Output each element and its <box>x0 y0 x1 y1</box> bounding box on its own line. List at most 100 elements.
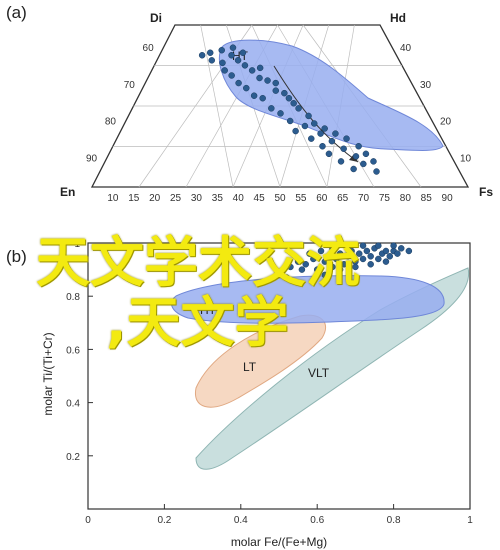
panel-label-a: (a) <box>6 3 27 22</box>
scatter-data-point <box>352 263 359 271</box>
ternary-data-point <box>328 137 336 145</box>
ternary-data-point <box>248 67 256 74</box>
bottom-edge-tick: 10 <box>107 193 119 204</box>
scatter-data-point <box>375 255 382 263</box>
ternary-data-point <box>281 89 288 97</box>
scatter-data-point <box>321 271 329 279</box>
x-tick-label: 0.6 <box>310 515 324 526</box>
scatter-data-point <box>313 266 321 273</box>
corner-label-en: En <box>60 185 75 199</box>
ht-field <box>171 275 445 324</box>
y-axis-label: molar Ti/(Ti+Cr) <box>41 332 55 415</box>
scatter-data-point <box>375 242 382 249</box>
ternary-data-point <box>350 165 357 173</box>
scatter-data-point <box>340 261 348 268</box>
scatter-data-point <box>359 255 367 263</box>
bottom-edge-tick: 85 <box>421 193 433 204</box>
scatter-points <box>275 242 413 281</box>
y-tick-label: 0.2 <box>66 452 80 463</box>
scatter-data-point <box>344 253 352 260</box>
ternary-data-point <box>340 145 347 153</box>
scatter-data-point <box>321 258 329 265</box>
ternary-data-point <box>208 57 216 64</box>
y-tick-label: 0.4 <box>66 399 80 410</box>
left-edge-tick: 80 <box>105 117 117 128</box>
ternary-data-point <box>290 100 297 107</box>
bottom-edge-tick: 40 <box>233 193 245 204</box>
ternary-data-point <box>355 142 362 150</box>
lt-field <box>194 314 327 408</box>
scatter-data-point <box>355 250 363 257</box>
ternary-data-point <box>268 105 275 112</box>
ternary-data-point <box>256 74 263 82</box>
bottom-edge-tick: 25 <box>170 193 182 204</box>
bottom-edge-tick: 15 <box>128 193 140 204</box>
ternary-data-point <box>206 49 214 56</box>
bottom-edge-tick: 80 <box>400 193 412 204</box>
left-edge-tick: 60 <box>143 43 155 54</box>
bottom-edge-tick: 30 <box>191 193 203 204</box>
bottom-edge-tick: 20 <box>149 193 161 204</box>
ternary-points <box>198 44 380 175</box>
ternary-data-point <box>243 84 250 92</box>
scatter-data-point <box>336 250 344 257</box>
scatter-data-point <box>348 247 355 255</box>
ternary-data-point <box>256 64 264 72</box>
panel-label-b: (b) <box>6 247 27 266</box>
scatter-data-point <box>390 242 397 249</box>
scatter-data-point <box>359 242 367 249</box>
overlay-text-line2: ,天文学 <box>106 291 289 354</box>
ternary-data-point <box>285 94 293 102</box>
ternary-data-point <box>218 46 225 54</box>
ternary-data-point <box>229 44 237 51</box>
ternary-data-point <box>337 158 345 165</box>
ternary-data-point <box>301 122 309 130</box>
plot-frame <box>87 242 471 510</box>
scatter-data-point <box>325 253 332 260</box>
scatter-data-point <box>329 245 336 252</box>
ternary-data-point <box>295 105 302 112</box>
scatter-data-point <box>367 261 374 268</box>
scatter-data-point <box>386 253 394 260</box>
right-edge-tick: 30 <box>420 80 432 91</box>
y-tick-label: 0.8 <box>66 292 80 303</box>
ternary-data-point <box>239 49 247 56</box>
ternary-data-point <box>360 160 367 168</box>
ternary-data-point <box>362 150 370 158</box>
ternary-data-point <box>321 125 328 132</box>
ternary-data-point <box>264 77 271 84</box>
scatter-data-point <box>275 269 283 276</box>
bottom-edge-tick: 70 <box>358 193 370 204</box>
scatter-data-point <box>367 253 374 260</box>
ternary-outline <box>90 24 470 188</box>
ternary-data-point <box>286 117 294 125</box>
overlay-text-line1: 天文学术交流 <box>36 231 360 294</box>
ternary-data-point <box>292 127 299 135</box>
scatter-data-point <box>317 247 325 255</box>
ternary-data-point <box>272 79 279 87</box>
bottom-edge-tick: 45 <box>254 193 266 204</box>
ternary-data-point <box>221 67 228 74</box>
corner-label-di: Di <box>150 11 162 25</box>
scatter-data-point <box>310 255 317 263</box>
ht-field-label: HT <box>200 303 217 317</box>
x-tick-label: 0 <box>85 515 91 526</box>
ternary-data-point <box>317 130 324 137</box>
ternary-data-point <box>272 87 280 94</box>
ternary-data-point <box>250 92 258 99</box>
right-edge-tick: 20 <box>440 117 452 128</box>
x-tick-label: 1 <box>467 515 473 526</box>
ternary-data-point <box>305 112 312 120</box>
scatter-data-point <box>287 263 294 271</box>
corner-label-hd: Hd <box>390 11 406 25</box>
ternary-data-point <box>235 79 242 87</box>
ternary-data-point <box>234 57 242 64</box>
ternary-data-point <box>277 110 284 117</box>
y-tick-label: 1 <box>74 239 80 250</box>
ternary-tick-labels: 60 70 80 90 40 30 20 10 10 15 20 25 30 35 40 45 50 55 60 65… <box>86 43 472 204</box>
bottom-edge-tick: 75 <box>379 193 391 204</box>
scatter-data-point <box>283 274 290 281</box>
scatter-data-point <box>382 247 390 255</box>
ternary-data-point <box>319 142 326 150</box>
scatter-data-point <box>294 258 302 265</box>
